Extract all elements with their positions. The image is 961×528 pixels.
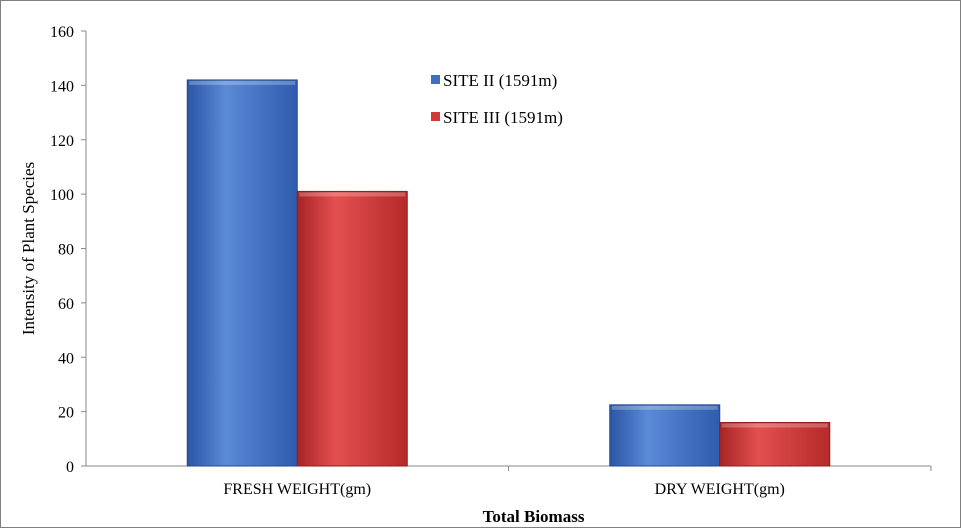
bar-body [296,190,408,467]
bar-site-iii-dry [719,422,831,467]
bar-bevel [299,192,406,197]
y-tick-label: 160 [50,24,74,41]
y-axis-title: Intensity of Plant Species [19,162,38,335]
y-tick-label: 140 [50,78,74,95]
bar-site-ii-dry [609,404,721,467]
legend-item-site-ii: SITE II (1591m) [431,71,557,90]
legend-swatch [431,75,440,84]
legend-label: SITE III (1591m) [443,108,563,127]
x-category-label: FRESH WEIGHT(gm) [223,481,371,498]
bar-bevel [189,80,296,85]
x-category-label: DRY WEIGHT(gm) [655,481,785,498]
legend-label: SITE II (1591m) [443,71,557,90]
legend-item-site-iii: SITE III (1591m) [431,108,563,127]
y-tick-label: 80 [58,242,74,259]
bar-body [186,79,298,467]
bar-bevel [721,423,828,428]
legend-swatch [431,112,440,121]
x-axis-title: Total Biomass [483,507,585,526]
bar-body [719,422,831,467]
y-tick-label: 60 [58,296,74,313]
bar-site-iii-fresh [296,190,408,467]
y-tick-label: 20 [58,405,74,422]
bar-body [609,404,721,467]
y-tick-label: 0 [66,459,74,476]
bar-site-ii-fresh [186,79,298,467]
y-tick-label: 120 [50,133,74,150]
y-tick-label: 40 [58,350,74,367]
y-tick-label: 100 [50,187,74,204]
bar-bevel [611,405,718,410]
